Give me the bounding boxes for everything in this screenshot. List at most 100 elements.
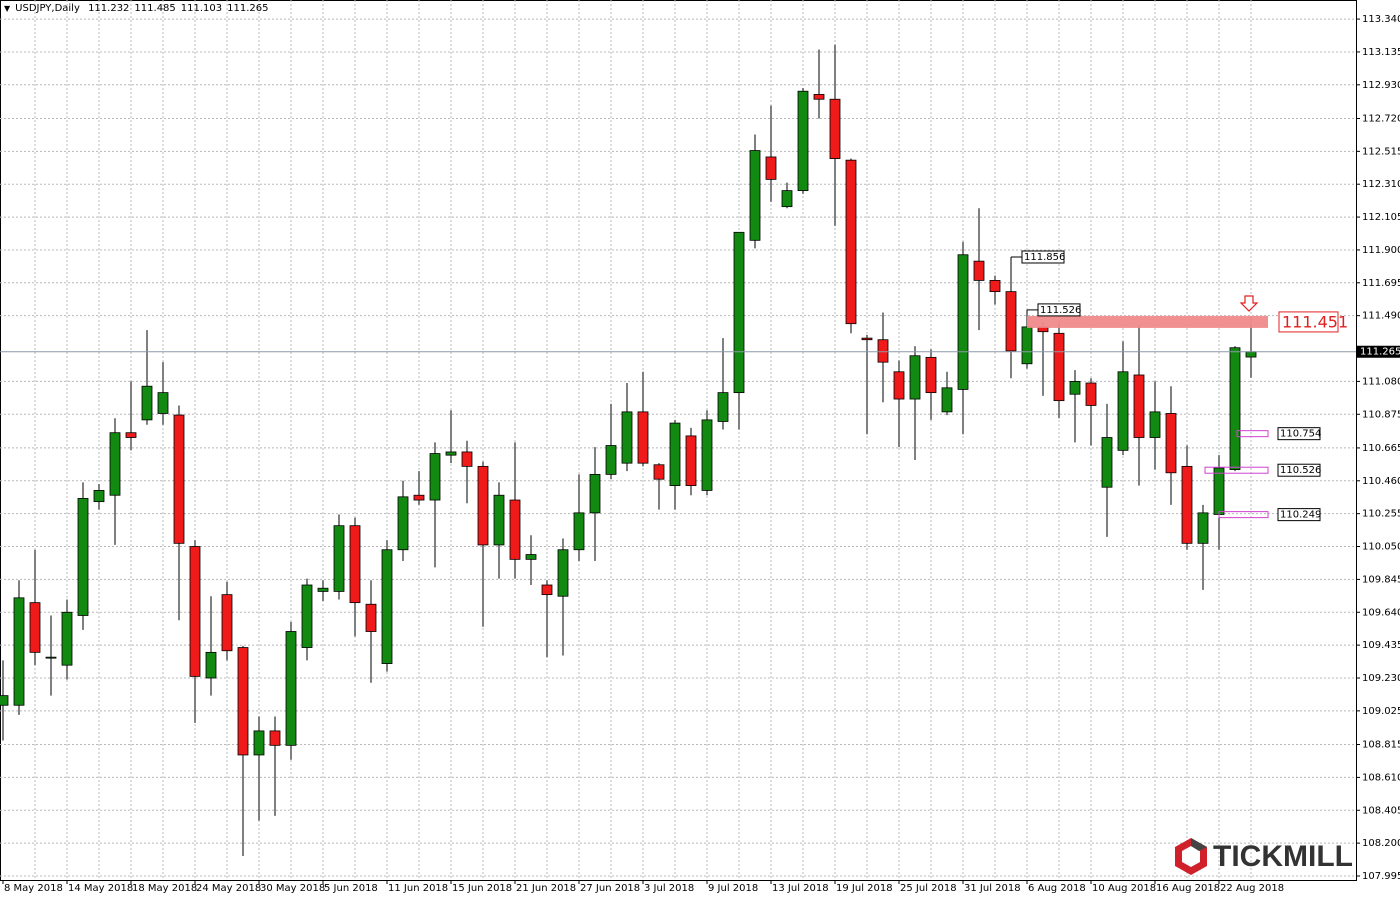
- candle-body: [301, 584, 313, 648]
- candle-body: [0, 695, 9, 706]
- candle-body: [621, 411, 633, 464]
- resistance-band: [1027, 315, 1268, 328]
- y-tick-label: 110.460: [1362, 476, 1400, 487]
- candle-body: [269, 730, 281, 746]
- x-tick-label: 6 Aug 2018: [1028, 883, 1086, 894]
- candle-body: [45, 656, 57, 659]
- price-label-box: [1021, 250, 1065, 264]
- x-tick-label: 8 May 2018: [4, 883, 63, 894]
- price-label-box: [1277, 463, 1321, 477]
- candle-body: [189, 546, 201, 677]
- candle-body: [925, 356, 937, 394]
- price-marker: [1218, 511, 1269, 519]
- candle-body: [941, 387, 953, 413]
- candle-body: [957, 254, 969, 390]
- y-tick-label: 109.640: [1362, 607, 1400, 618]
- candle-body: [221, 594, 233, 652]
- down-arrow: [1239, 295, 1259, 312]
- candle-body: [1053, 332, 1065, 402]
- y-tick-label: 108.200: [1362, 838, 1400, 849]
- header-triangle: ▼: [4, 4, 11, 13]
- current-price-box: [1357, 345, 1400, 358]
- y-tick-label: 112.105: [1362, 212, 1400, 223]
- candle-body: [1197, 512, 1209, 544]
- candle-body: [877, 339, 889, 363]
- candle-body: [1213, 467, 1225, 515]
- candle-body: [637, 411, 649, 464]
- candle-body: [1069, 381, 1081, 395]
- candle-body: [493, 494, 505, 546]
- y-tick-label: 112.310: [1362, 179, 1400, 190]
- y-tick-label: 111.900: [1362, 245, 1400, 256]
- candle-body: [509, 499, 521, 560]
- candle-body: [285, 631, 297, 746]
- chart-header: ▼ USDJPY,Daily 111.232 111.485 111.103 111.2…: [4, 3, 274, 14]
- candle-body: [653, 464, 665, 480]
- candle-body: [429, 453, 441, 501]
- candle-body: [93, 490, 105, 503]
- y-tick-label: 109.230: [1362, 673, 1400, 684]
- candle-body: [525, 554, 537, 560]
- candle-body: [413, 494, 425, 501]
- y-tick-label: 110.665: [1362, 443, 1400, 454]
- candle-body: [77, 498, 89, 616]
- candle-body: [477, 465, 489, 546]
- x-tick-label: 5 Jun 2018: [324, 883, 378, 894]
- brand-name: TICKMILL: [1213, 840, 1353, 873]
- candle-body: [109, 432, 121, 496]
- y-tick-label: 109.845: [1362, 574, 1400, 585]
- candle-body: [557, 549, 569, 597]
- price-label: 110.754: [1280, 429, 1321, 440]
- candle-body: [365, 603, 377, 632]
- y-tick-label: 112.515: [1362, 146, 1400, 157]
- candle-body: [381, 549, 393, 664]
- candle-body: [749, 150, 761, 241]
- candle-body: [1117, 371, 1129, 451]
- x-tick-label: 3 Jul 2018: [644, 883, 694, 894]
- y-tick-label: 111.490: [1362, 311, 1400, 322]
- price-label: 111.856: [1024, 252, 1065, 263]
- price-label: 110.526: [1280, 465, 1321, 476]
- x-tick-label: 15 Jun 2018: [452, 883, 512, 894]
- x-tick-label: 16 Aug 2018: [1156, 883, 1220, 894]
- x-tick-label: 22 Aug 2018: [1220, 883, 1284, 894]
- candle-body: [1005, 291, 1017, 352]
- candle-body: [1149, 411, 1161, 438]
- header-open: 111.232: [88, 3, 130, 14]
- x-tick-label: 21 Jun 2018: [516, 883, 576, 894]
- y-tick-label: 113.340: [1362, 14, 1400, 25]
- x-tick-label: 11 Jun 2018: [388, 883, 448, 894]
- price-label: 111.526: [1040, 305, 1081, 316]
- candle-body: [237, 647, 249, 756]
- candle-body: [717, 392, 729, 422]
- candle-body: [1085, 382, 1097, 406]
- x-tick-label: 31 Jul 2018: [964, 883, 1021, 894]
- candle-body: [1021, 326, 1033, 365]
- candle-body: [29, 602, 41, 653]
- current-price-label: 111.265: [1360, 347, 1400, 358]
- candle-body: [1101, 437, 1113, 488]
- price-label-box: [1037, 303, 1081, 317]
- candle-body: [797, 90, 809, 192]
- price-label-box: [1277, 427, 1321, 441]
- candle-body: [701, 419, 713, 491]
- header-low: 111.103: [180, 3, 223, 14]
- y-tick-label: 110.255: [1362, 509, 1400, 520]
- candle-body: [1181, 465, 1193, 544]
- candle-body: [397, 496, 409, 551]
- candle-body: [829, 98, 841, 159]
- candle-body: [173, 414, 185, 544]
- y-tick-label: 108.610: [1362, 772, 1400, 783]
- x-tick-label: 9 Jul 2018: [708, 883, 758, 894]
- candle-body: [125, 432, 137, 438]
- candle-body: [253, 730, 265, 756]
- header-high: 111.485: [134, 3, 176, 14]
- x-tick-label: 30 May 2018: [260, 883, 325, 894]
- candle-body: [317, 587, 329, 592]
- candle-body: [1229, 347, 1241, 470]
- candle-body: [157, 392, 169, 414]
- x-tick-label: 14 May 2018: [68, 883, 133, 894]
- y-tick-label: 110.050: [1362, 542, 1400, 553]
- candle-body: [541, 584, 553, 596]
- candle-body: [733, 231, 745, 394]
